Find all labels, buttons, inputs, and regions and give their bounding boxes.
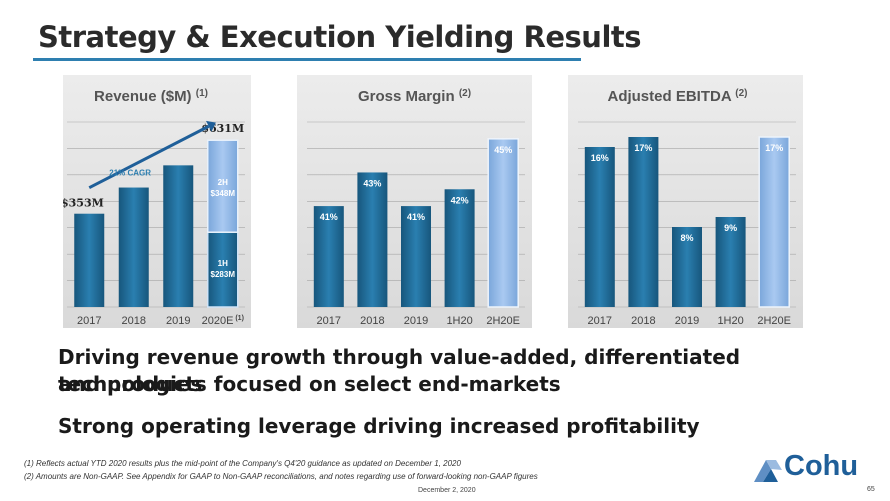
revenue-chart-panel: Revenue ($M) (1) 2017 2018 2019 1H $283M 2H $34… [63, 75, 251, 328]
tick-label-2018: 2018 [631, 315, 655, 327]
tick-label-2018: 2018 [360, 315, 384, 327]
tick-label-2019: 2019 [166, 315, 190, 327]
stack-label-1h: 1H [218, 259, 228, 268]
tick-label-2017: 2017 [588, 315, 612, 327]
bar-2020e-2h [207, 139, 239, 233]
gross-margin-chart-panel: Gross Margin (2) 41% 2017 43% 2018 41% 2019 42%… [297, 75, 532, 328]
data-label-2019: 8% [680, 233, 693, 243]
bar-2017 [584, 147, 615, 307]
stack-value-2h: $348M [211, 189, 236, 198]
data-label-2019: 41% [407, 212, 425, 222]
chart-title-note: (1) [196, 88, 208, 99]
bar-2017 [74, 213, 105, 307]
cagr-arrow-head [206, 120, 216, 132]
bar-2019 [401, 206, 431, 307]
annotation-cagr: 21% CAGR [109, 169, 151, 178]
data-label-2h20e: 17% [765, 143, 783, 153]
data-label-1h20: 42% [451, 195, 469, 205]
chart-title: Revenue ($M) (1) [94, 88, 208, 106]
tick-label-2020e: 2020E (1) [202, 315, 244, 327]
tick-label-1h20: 1H20 [446, 315, 472, 327]
bar-2017 [313, 206, 344, 307]
tick-label-2017: 2017 [317, 315, 341, 327]
chart-title: Gross Margin (2) [358, 88, 471, 106]
page-number: 65 [867, 486, 875, 493]
bar-2019 [672, 227, 702, 307]
bar-2h20e [758, 136, 790, 308]
bar-2018 [628, 137, 659, 307]
tick-label-2h20e: 2H20E [757, 315, 791, 327]
bullet-1-line-1: Driving revenue growth through value-add… [58, 345, 741, 396]
stack-value-1h: $283M [211, 270, 236, 279]
bar-1h20 [444, 189, 475, 307]
stack-label-2h: 2H [218, 178, 228, 187]
chart-title: Adjusted EBITDA (2) [607, 88, 747, 106]
gross-margin-chart: Gross Margin (2) 41% 2017 43% 2018 41% 2019 42%… [307, 88, 525, 327]
bar-2018 [357, 172, 388, 307]
slide-date: December 2, 2020 [418, 487, 476, 494]
tick-label-1h20: 1H20 [717, 315, 743, 327]
slide-title: Strategy & Execution Yielding Results [38, 20, 642, 54]
title-underline [33, 58, 581, 61]
data-label-2017: 16% [591, 153, 609, 163]
tick-label-note: (1) [233, 315, 244, 322]
ebitda-chart-panel: Adjusted EBITDA (2) 16% 2017 17% 2018 8% 2019 9… [568, 75, 803, 328]
data-label-2h20e: 45% [494, 145, 512, 155]
bar-1h20 [715, 217, 746, 307]
footnote-1: (1) Reflects actual YTD 2020 results plu… [24, 459, 461, 468]
cohu-logo: Cohu [752, 450, 872, 484]
data-label-2017: 41% [320, 212, 338, 222]
bar-2018 [118, 187, 149, 307]
tick-label-2019: 2019 [675, 315, 699, 327]
bar-2020e-1h [207, 231, 239, 308]
tick-label-2018: 2018 [122, 315, 146, 327]
revenue-chart: Revenue ($M) (1) 2017 2018 2019 1H $283M 2H $34… [63, 88, 245, 327]
cagr-arrow-line [88, 124, 210, 190]
bar-2019 [163, 165, 194, 307]
tick-label-2017: 2017 [77, 315, 101, 327]
data-label-1h20: 9% [724, 223, 737, 233]
cohu-logo-text: Cohu [784, 450, 859, 482]
ebitda-chart: Adjusted EBITDA (2) 16% 2017 17% 2018 8% 2019 9… [578, 88, 796, 327]
bullet-2: Strong operating leverage driving increa… [58, 414, 700, 438]
footnote-2: (2) Amounts are Non-GAAP. See Appendix f… [24, 472, 538, 481]
chart-title-note: (2) [459, 88, 471, 99]
chart-title-note: (2) [735, 88, 747, 99]
cohu-logo-icon [754, 460, 782, 482]
data-label-2018: 43% [363, 178, 381, 188]
annotation-first-value: $353M [63, 197, 104, 210]
data-label-2018: 17% [634, 143, 652, 153]
tick-label-2019: 2019 [404, 315, 428, 327]
tick-label-2h20e: 2H20E [486, 315, 520, 327]
bullet-1-line-2: and products focused on select end-marke… [58, 372, 561, 396]
bar-2h20e [487, 138, 519, 308]
